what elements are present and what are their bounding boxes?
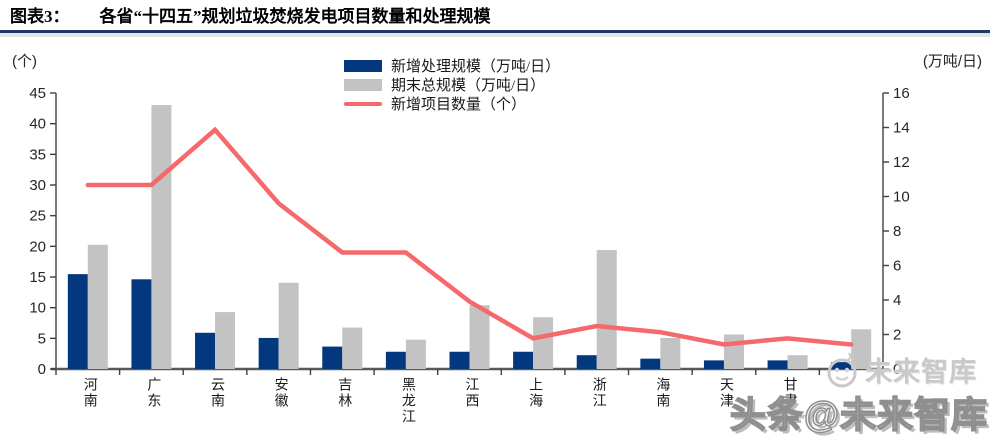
legend-item-period-end-total-scale: 期末总规模（万吨/日） <box>344 75 560 94</box>
figure-title-bar: 图表3： 各省“十四五”规划垃圾焚烧发电项目数量和处理规模 <box>0 0 990 33</box>
figure-label: 图表3： <box>10 7 70 26</box>
period-end-total-scale-bar <box>596 249 617 369</box>
legend-item-new-added-scale: 新增处理规模（万吨/日） <box>344 56 560 75</box>
left-axis-unit-label: (个) <box>12 53 37 70</box>
left-axis-tick-label: 25 <box>29 208 46 225</box>
period-end-total-scale-bar <box>469 305 490 369</box>
watermark-small: 未来智库 <box>824 350 977 389</box>
right-axis-tick-label: 8 <box>893 223 901 240</box>
new-added-scale-bar <box>449 351 470 369</box>
new-added-scale-bar <box>640 358 661 369</box>
right-axis-tick-label: 14 <box>893 120 910 137</box>
left-axis-tick-label: 35 <box>29 146 46 163</box>
new-added-scale-bar <box>195 332 216 369</box>
new-added-scale-bar <box>385 351 406 369</box>
chart-legend: 新增处理规模（万吨/日） 期末总规模（万吨/日） 新增项目数量（个） <box>344 56 560 113</box>
left-axis-tick-label: 15 <box>29 269 46 286</box>
period-end-total-scale-bar <box>342 327 363 369</box>
right-axis-tick-label: 6 <box>893 258 901 275</box>
right-axis-tick-label: 10 <box>893 189 910 206</box>
left-axis-tick-label: 0 <box>38 361 46 378</box>
legend-item-new-project-count: 新增项目数量（个） <box>344 94 560 113</box>
left-axis-tick-label: 5 <box>38 330 46 347</box>
new-project-count-line <box>85 126 854 347</box>
legend-label-new-added-scale: 新增处理规模（万吨/日） <box>391 59 561 75</box>
new-added-scale-bar <box>703 360 724 369</box>
new-added-scale-bar <box>322 346 343 369</box>
left-axis-tick-label: 40 <box>29 116 46 133</box>
left-axis-tick-label: 20 <box>29 238 46 255</box>
period-end-total-scale-bar <box>87 244 108 369</box>
period-end-total-scale-bar <box>405 339 426 369</box>
new-added-scale-bar <box>258 337 279 369</box>
new-added-scale-bar <box>513 351 534 369</box>
left-axis-tick-label: 30 <box>29 177 46 194</box>
right-axis-tick-label: 0 <box>893 361 901 378</box>
period-end-total-scale-bar <box>660 337 681 369</box>
right-axis-tick-label: 16 <box>893 85 910 102</box>
new-added-scale-bar <box>767 360 788 369</box>
new-added-scale-bar <box>67 274 88 369</box>
period-end-total-scale-bar <box>533 317 554 369</box>
legend-swatch-period-end-total-scale <box>344 78 382 91</box>
left-axis-tick-label: 45 <box>29 85 46 102</box>
new-added-scale-bar <box>576 355 597 369</box>
legend-swatch-new-project-count <box>344 101 382 106</box>
watermark-logo-icon <box>827 352 857 387</box>
left-axis-tick-label: 10 <box>29 300 46 317</box>
period-end-total-scale-bar <box>215 312 236 369</box>
period-end-total-scale-bar <box>787 355 808 369</box>
legend-label-new-project-count: 新增项目数量（个） <box>391 97 527 113</box>
period-end-total-scale-bar <box>278 282 299 369</box>
period-end-total-scale-bar <box>151 105 172 369</box>
right-axis-unit-label: (万吨/日) <box>922 53 982 70</box>
right-axis-tick-label: 12 <box>893 154 910 171</box>
legend-swatch-new-added-scale <box>344 59 382 72</box>
legend-label-period-end-total-scale: 期末总规模（万吨/日） <box>391 78 546 94</box>
period-end-total-scale-bar <box>851 329 872 369</box>
watermark-large-text: 头条@未来智库 <box>729 393 988 436</box>
new-added-scale-bar <box>831 362 852 369</box>
right-axis-tick-label: 4 <box>893 292 901 309</box>
watermark-small-text: 未来智库 <box>865 357 977 387</box>
figure-title: 各省“十四五”规划垃圾焚烧发电项目数量和处理规模 <box>99 7 491 26</box>
period-end-total-scale-bar <box>723 334 744 369</box>
new-added-scale-bar <box>131 279 152 369</box>
right-axis-tick-label: 2 <box>893 327 901 344</box>
